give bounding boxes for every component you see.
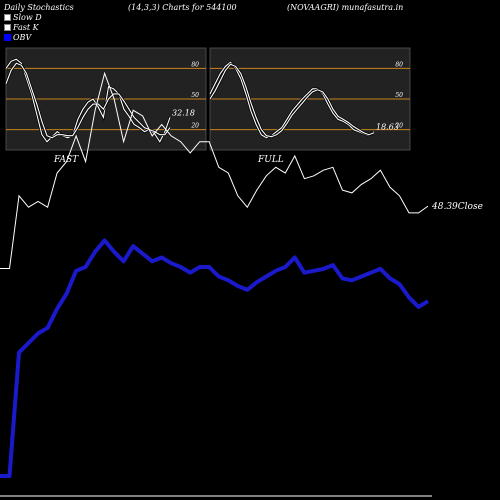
legend-slow-d-swatch [4,14,11,21]
full-series-0-line [209,61,375,139]
legend-fast-k-label: Fast K [13,23,39,32]
legend-obv-swatch [4,34,11,41]
legend-slow-d: Slow D [4,13,42,22]
full-level-label-20: 20 [394,123,403,130]
legend-fast-k: Fast K [4,23,39,32]
fast-last-value-label: 32.18 [172,108,195,117]
full-level-label-80: 80 [395,61,403,68]
price-line [0,71,429,269]
fast-series-1-line [5,62,171,139]
full-title: FULL [257,155,284,165]
legend-obv: OBV [4,33,31,42]
full-last-value-label: 18.63 [376,123,399,132]
header-title: Daily Stochastics [4,3,74,12]
header-symbol: (14,3,3) Charts for 544100 [128,3,237,12]
full-series-1-line [209,63,375,138]
legend-obv-label: OBV [13,33,32,42]
fast-title: FAST [53,155,79,165]
legend-slow-d-label: Slow D [13,13,42,22]
close-price-label: 48.39Close [431,202,483,212]
header-source: (NOVAAGRI) munafasutra.in [287,3,404,12]
fast-level-label-50: 50 [191,92,199,99]
fast-series-0-line [5,58,171,143]
legend-fast-k-swatch [4,24,11,31]
full-level-label-50: 50 [395,92,403,99]
fast-level-label-80: 80 [191,61,199,68]
obv-line [0,238,430,478]
fast-level-label-20: 20 [190,123,199,130]
